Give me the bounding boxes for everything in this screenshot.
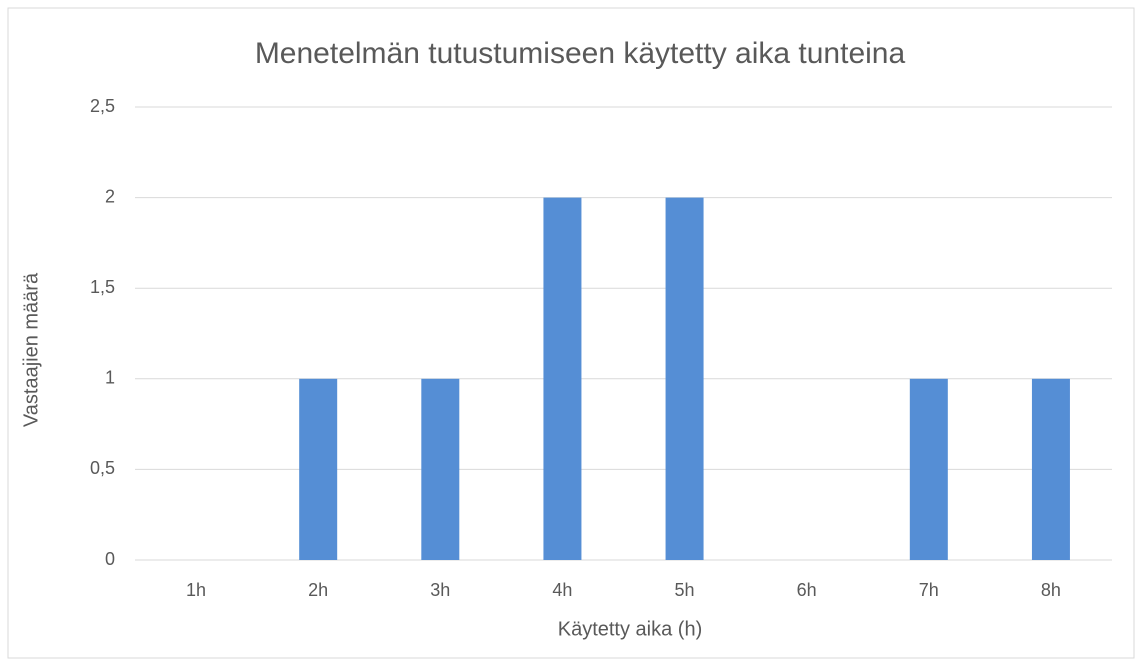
x-tick-label: 1h	[186, 580, 206, 600]
bar	[665, 197, 704, 560]
bar	[909, 378, 948, 560]
chart-title: Menetelmän tutustumiseen käytetty aika t…	[255, 37, 906, 70]
y-tick-label: 0,5	[90, 458, 115, 478]
y-axis-label: Vastaajien määrä	[20, 272, 42, 427]
x-tick-label: 3h	[430, 580, 450, 600]
y-tick-label: 0	[105, 549, 115, 569]
x-tick-label: 5h	[675, 580, 695, 600]
x-tick-label: 6h	[797, 580, 817, 600]
bar	[299, 378, 338, 560]
y-tick-label: 1,5	[90, 277, 115, 297]
x-axis-label: Käytetty aika (h)	[558, 618, 703, 640]
x-tick-label: 2h	[308, 580, 328, 600]
x-tick-label: 8h	[1041, 580, 1061, 600]
bar	[421, 378, 460, 560]
bar	[543, 197, 582, 560]
y-tick-label: 1	[105, 368, 115, 388]
x-tick-label: 7h	[919, 580, 939, 600]
x-tick-label: 4h	[552, 580, 572, 600]
y-tick-label: 2	[105, 186, 115, 206]
bar	[1031, 378, 1070, 560]
y-tick-label: 2,5	[90, 96, 115, 116]
